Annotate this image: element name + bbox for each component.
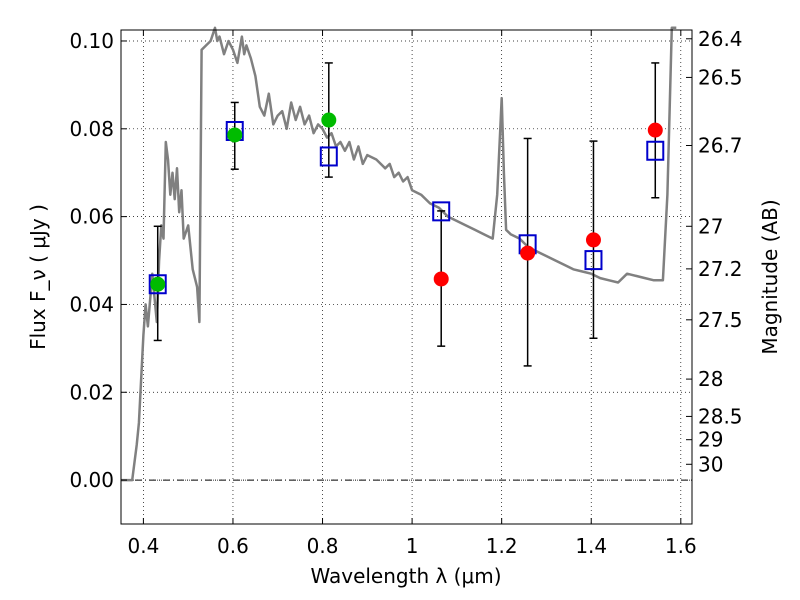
x-tick-label: 0.8 <box>307 534 339 558</box>
x-axis: 0.4 0.6 0.8 1 1.2 1.4 1.6 <box>127 30 697 558</box>
x-tick-label: 0.4 <box>127 534 159 558</box>
mag-tick-label: 28.5 <box>698 404 743 428</box>
flux-point <box>321 112 337 128</box>
y-tick-label: 0.06 <box>69 205 114 229</box>
mag-tick-label: 27.2 <box>698 257 743 281</box>
mag-tick-label: 30 <box>698 452 723 476</box>
y-axis-left: 0.00 0.02 0.04 0.06 0.08 0.10 <box>69 29 127 492</box>
x-tick-label: 1.2 <box>486 534 518 558</box>
y-tick-label: 0.10 <box>69 29 114 53</box>
sed-line <box>121 26 677 482</box>
flux-point <box>227 127 243 143</box>
plot-area <box>121 26 677 482</box>
model-square-point <box>148 274 167 295</box>
mag-tick-label: 26.4 <box>698 27 743 51</box>
y-tick-label: 0.08 <box>69 117 114 141</box>
x-tick-label: 1 <box>406 534 419 558</box>
model-square-point <box>432 201 451 222</box>
y-axis-title: Flux F_ν ( μJy ) <box>26 204 50 350</box>
plot-frame <box>120 29 693 525</box>
y-tick-label: 0.00 <box>69 468 114 492</box>
flux-point <box>433 271 449 287</box>
mag-tick-label: 28 <box>698 367 723 391</box>
x-tick-label: 1.4 <box>575 534 607 558</box>
y-tick-label: 0.04 <box>69 292 114 316</box>
flux-point <box>585 232 601 248</box>
flux-point <box>150 276 166 292</box>
flux-point <box>647 122 663 138</box>
x-tick-label: 0.6 <box>217 534 249 558</box>
flux-point <box>520 245 536 261</box>
x-axis-title: Wavelength λ (μm) <box>310 564 501 588</box>
model-square-point <box>646 140 665 161</box>
x-tick-label: 1.6 <box>665 534 697 558</box>
mag-tick-label: 26.7 <box>698 133 743 157</box>
mag-tick-label: 26.5 <box>698 65 743 89</box>
model-square-point <box>319 146 338 167</box>
mag-tick-label: 27.5 <box>698 308 743 332</box>
model-square-point <box>584 250 603 271</box>
y-axis-right-title: Magnitude (AB) <box>758 199 782 354</box>
mag-tick-label: 29 <box>698 428 723 452</box>
y-tick-label: 0.02 <box>69 380 114 404</box>
mag-tick-label: 27 <box>698 214 723 238</box>
